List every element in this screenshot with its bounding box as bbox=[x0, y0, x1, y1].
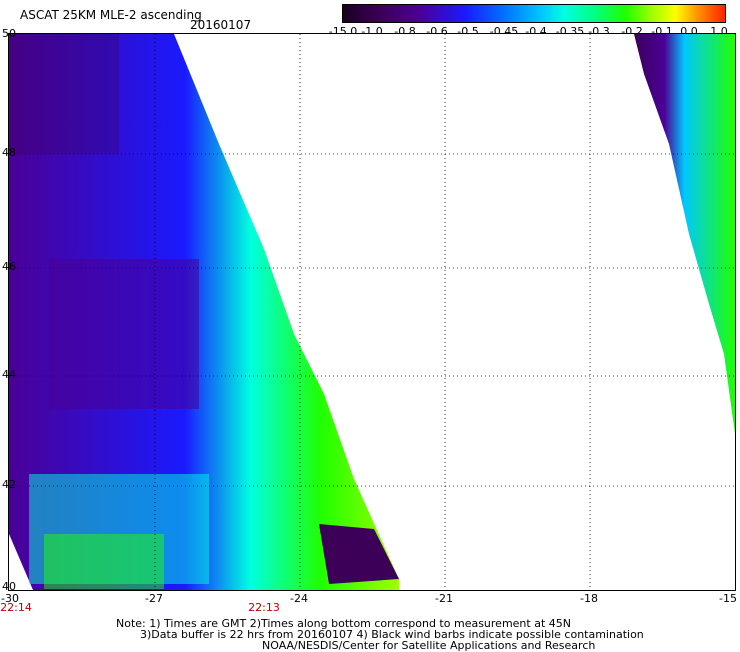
map-title: ASCAT 25KM MLE-2 ascending bbox=[20, 8, 202, 22]
lon-label: -24 bbox=[290, 592, 308, 605]
lat-label: 46 bbox=[2, 260, 16, 273]
footer-credit: NOAA/NESDIS/Center for Satellite Applica… bbox=[262, 639, 596, 652]
mid-value-region bbox=[44, 534, 164, 589]
low-value-region bbox=[9, 34, 119, 154]
lon-label: -30 bbox=[1, 592, 19, 605]
lat-label: 48 bbox=[2, 146, 16, 159]
footer-note: 3)Data buffer is 22 hrs from 20160107 4)… bbox=[140, 628, 644, 641]
map-date: 20160107 bbox=[190, 18, 252, 32]
swath-map bbox=[9, 34, 735, 590]
lat-label: 50 bbox=[2, 27, 16, 40]
low-value-region bbox=[319, 524, 399, 584]
left-swath bbox=[9, 34, 399, 590]
lon-label: -27 bbox=[145, 592, 163, 605]
colorbar bbox=[342, 4, 726, 23]
grid-lines bbox=[9, 34, 735, 590]
wind-map-panel bbox=[8, 33, 736, 591]
footer-note: Note: 1) Times are GMT 2)Times along bot… bbox=[116, 617, 571, 630]
lon-label: -21 bbox=[435, 592, 453, 605]
lon-label: -15 bbox=[719, 592, 737, 605]
lon-label: -18 bbox=[580, 592, 598, 605]
time-label: 22:14 bbox=[0, 601, 32, 614]
low-value-region bbox=[49, 259, 199, 409]
right-swath bbox=[634, 34, 735, 434]
lat-label: 40 bbox=[2, 580, 16, 593]
lat-label: 44 bbox=[2, 368, 16, 381]
lat-label: 42 bbox=[2, 478, 16, 491]
time-label: 22:13 bbox=[248, 601, 280, 614]
